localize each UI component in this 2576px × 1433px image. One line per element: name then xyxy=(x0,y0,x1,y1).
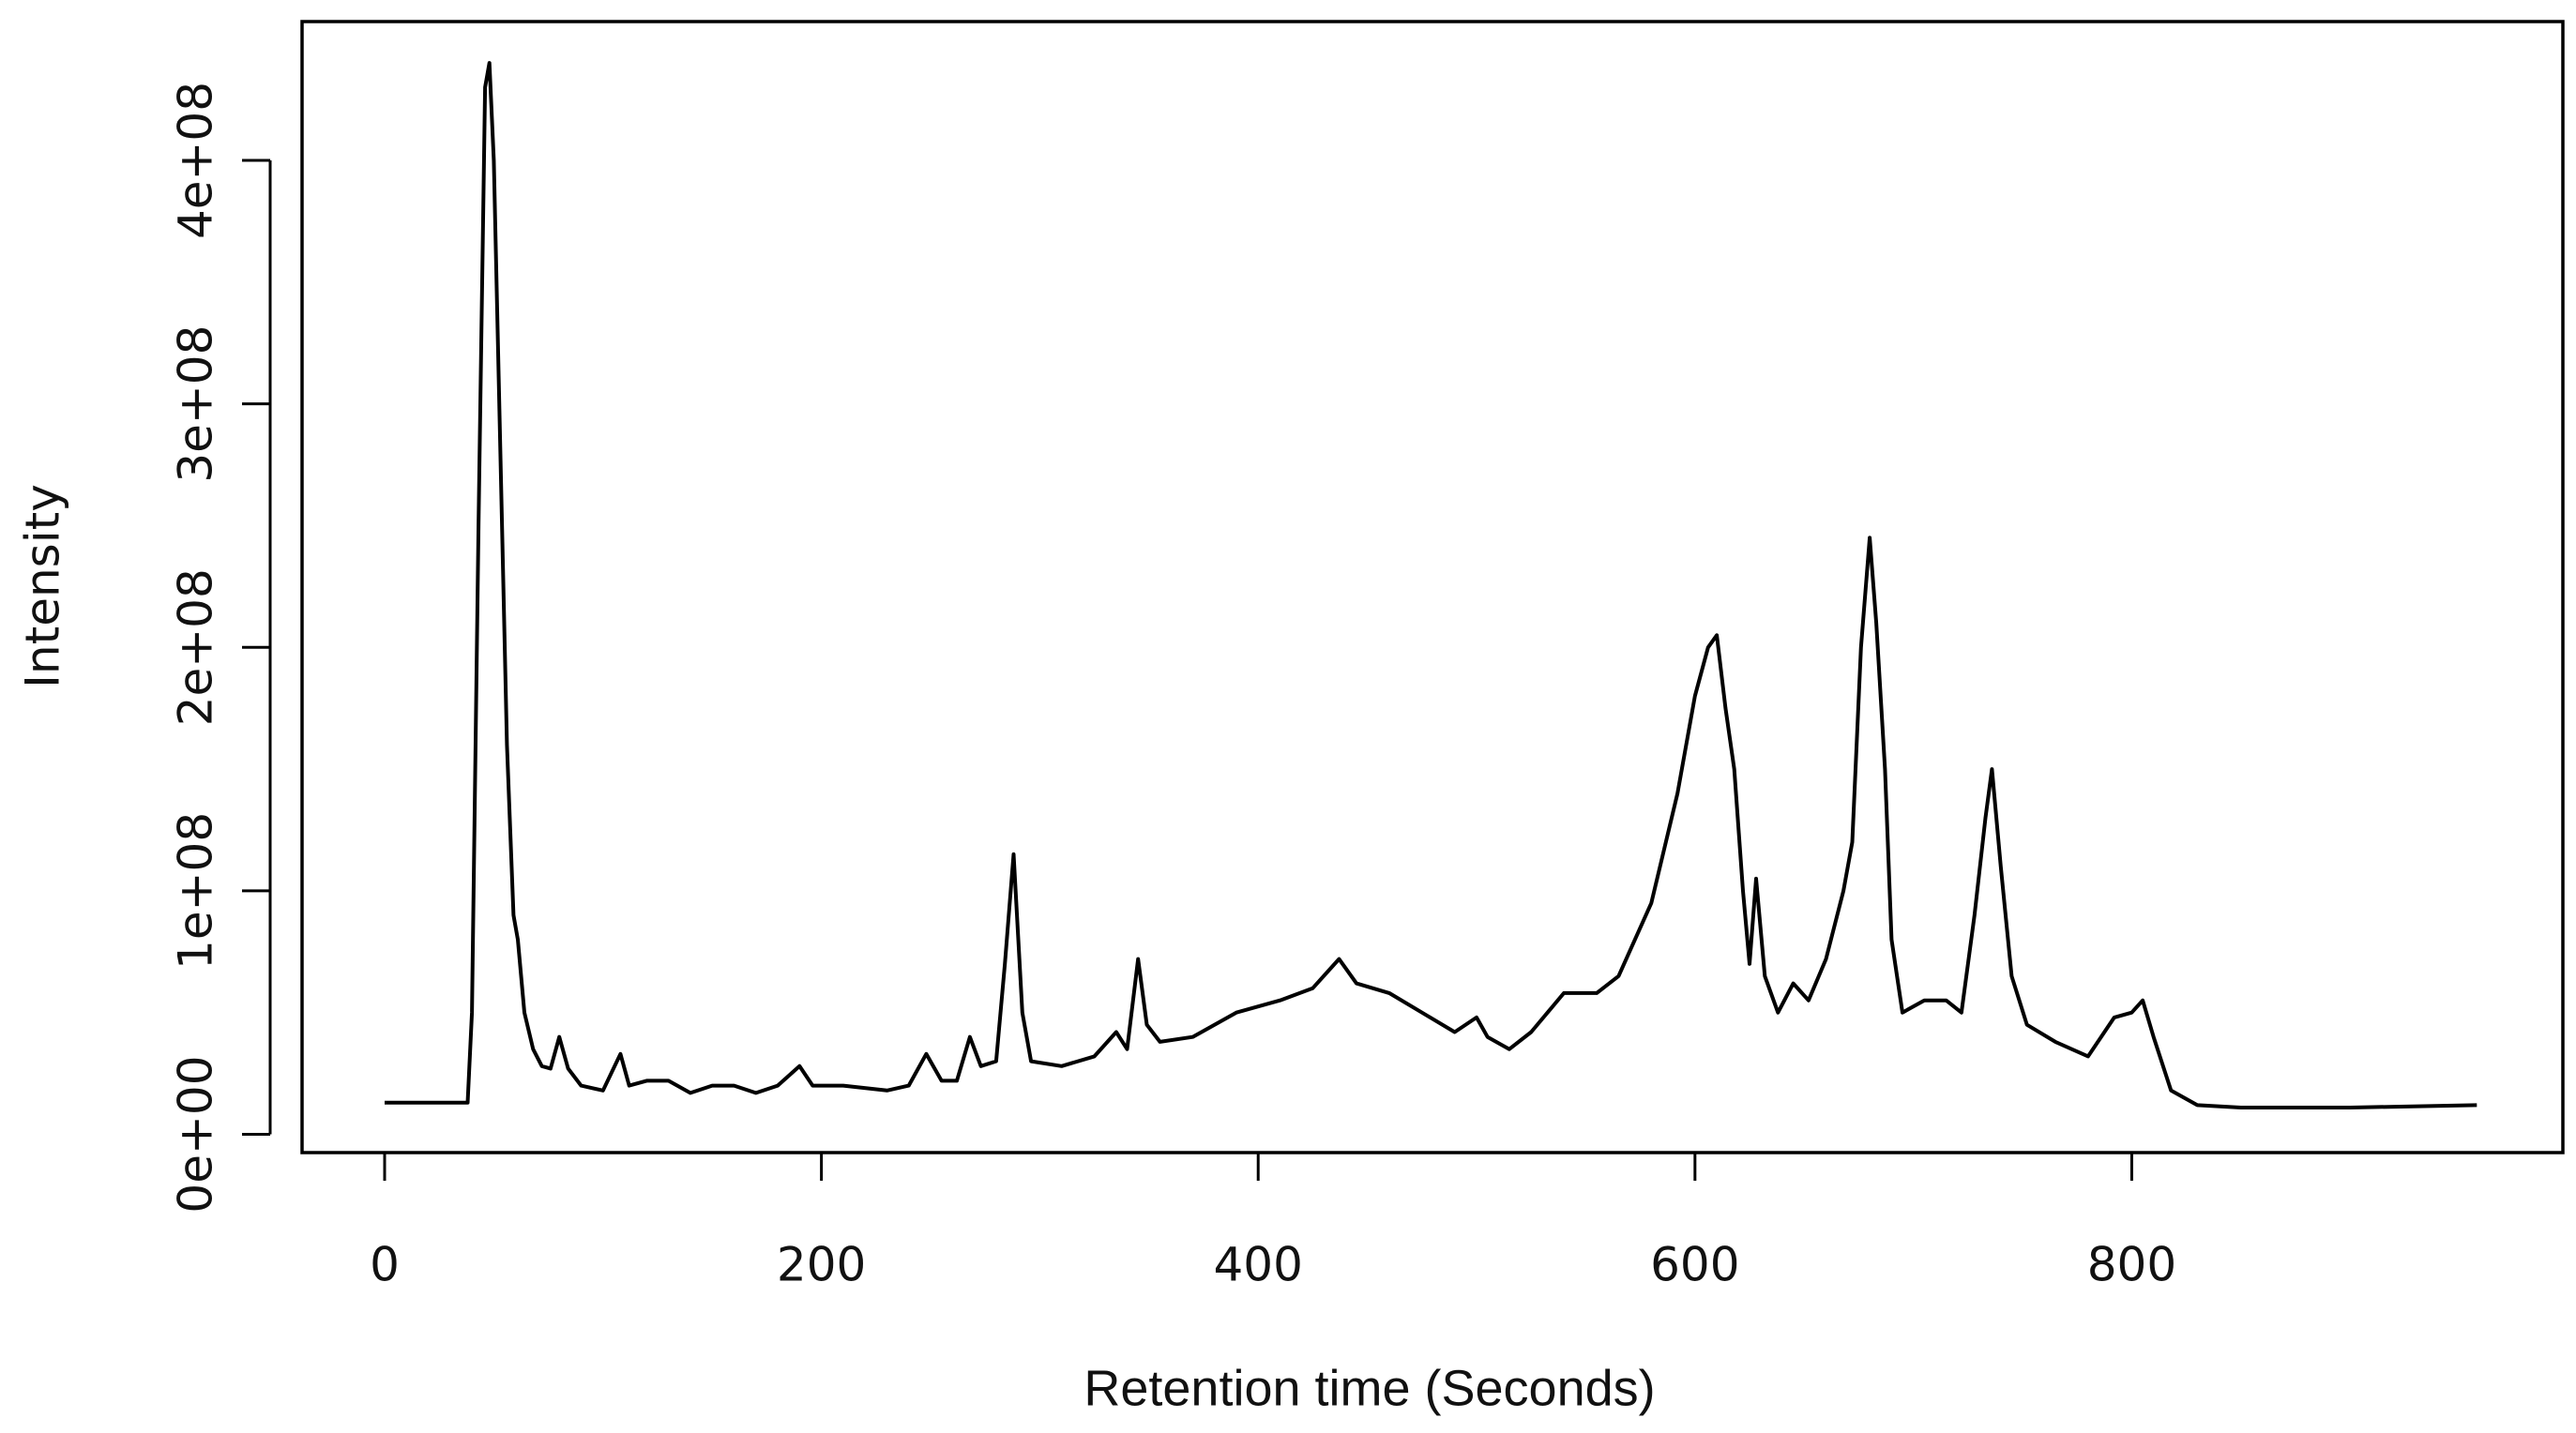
x-tick-label: 400 xyxy=(1214,1238,1303,1292)
y-tick-label: 2e+08 xyxy=(169,568,223,726)
x-axis-label: Retention time (Seconds) xyxy=(1083,1360,1655,1416)
x-tick-label: 600 xyxy=(1650,1238,1739,1292)
y-tick-label: 3e+08 xyxy=(169,325,223,483)
x-tick-label: 800 xyxy=(2087,1238,2176,1292)
y-tick-label: 0e+00 xyxy=(169,1055,223,1213)
y-tick-label: 4e+08 xyxy=(169,82,223,239)
y-tick-label: 1e+08 xyxy=(169,812,223,970)
x-tick-label: 0 xyxy=(370,1238,400,1292)
plot-frame xyxy=(300,20,2565,1154)
intensity-line xyxy=(385,61,2478,1109)
y-axis-label: Intensity xyxy=(16,484,70,688)
x-tick-label: 200 xyxy=(777,1238,866,1292)
